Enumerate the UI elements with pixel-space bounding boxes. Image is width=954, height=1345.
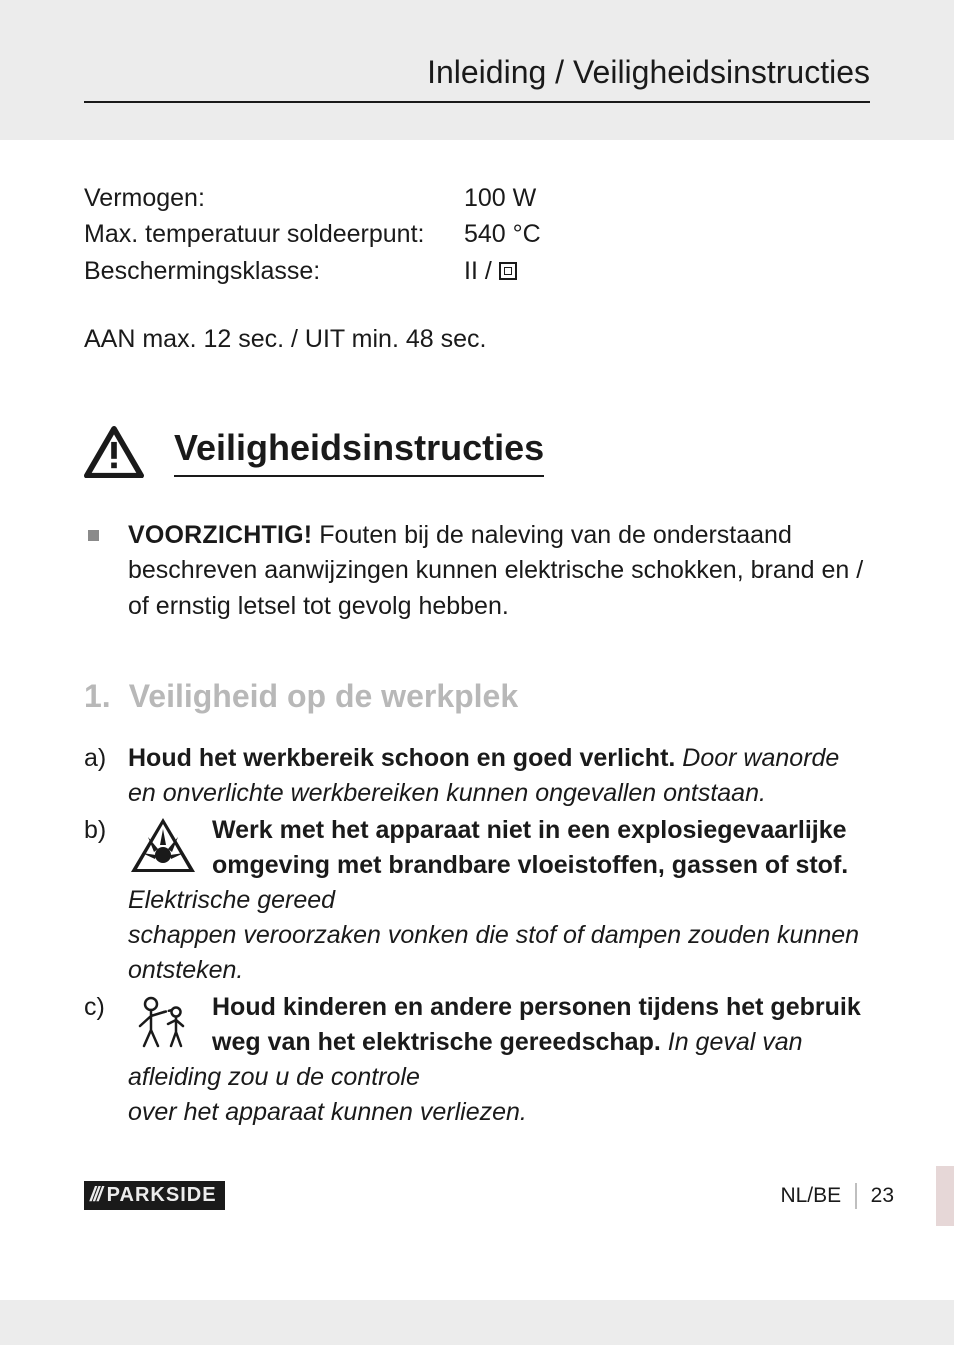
running-title: Inleiding / Veiligheidsinstructies xyxy=(84,54,870,91)
class2-icon xyxy=(499,262,517,280)
spec-table: Vermogen: 100 W Max. temperatuur soldeer… xyxy=(84,180,870,289)
item-italic-rest: schappen veroorzaken vonken die stof of … xyxy=(128,921,859,984)
header-rule xyxy=(84,101,870,103)
item-marker: c) xyxy=(84,990,105,1025)
locale-label: NL/BE xyxy=(780,1184,841,1208)
list-item: c) Houd kinderen en andere personen tijd… xyxy=(84,990,870,1130)
spec-value: 540 °C xyxy=(464,216,541,252)
brand-stripes: /// xyxy=(90,1184,101,1207)
item-marker: b) xyxy=(84,813,106,848)
spec-label: Vermogen: xyxy=(84,180,464,216)
brand-text: PARKSIDE xyxy=(107,1184,217,1207)
page-number-block: NL/BE 23 xyxy=(780,1183,894,1209)
item-italic-lead: Elektrische gereed xyxy=(128,886,335,914)
caution-bold: VOORZICHTIG! xyxy=(128,521,312,549)
page-number: 23 xyxy=(871,1184,894,1208)
subsection-heading: 1. Veiligheid op de werkplek xyxy=(84,678,870,715)
item-marker: a) xyxy=(84,741,106,776)
spec-label: Beschermingsklasse: xyxy=(84,253,464,289)
spec-value: 100 W xyxy=(464,180,536,216)
spec-row: Beschermingsklasse: II / xyxy=(84,253,870,289)
item-italic-rest: over het apparaat kunnen verliezen. xyxy=(128,1098,527,1126)
spec-value-text: II / xyxy=(464,257,499,285)
section-title-safety: Veiligheidsinstructies xyxy=(174,427,544,477)
spec-row: Max. temperatuur soldeerpunt: 540 °C xyxy=(84,216,870,252)
footer-separator xyxy=(855,1183,857,1209)
spec-label: Max. temperatuur soldeerpunt: xyxy=(84,216,464,252)
list-item: b) Werk met het apparaat niet in een exp… xyxy=(84,813,870,988)
brand-logo: /// PARKSIDE xyxy=(84,1181,225,1210)
duty-cycle: AAN max. 12 sec. / UIT min. 48 sec. xyxy=(84,325,870,354)
keep-children-away-icon xyxy=(128,992,198,1052)
subsection-title: Veiligheid op de werkplek xyxy=(129,678,518,715)
explosion-warning-icon xyxy=(128,815,198,875)
item-bold: Werk met het apparaat niet in een explos… xyxy=(212,816,848,879)
spec-value: II / xyxy=(464,253,517,289)
list-item: a) Houd het werkbereik schoon en goed ve… xyxy=(84,741,870,811)
item-bold: Houd het werkbereik schoon en goed verli… xyxy=(128,744,675,772)
subsection-number: 1. xyxy=(84,678,111,715)
warning-triangle-icon xyxy=(84,426,144,478)
edge-tab xyxy=(936,1166,954,1226)
caution-item: VOORZICHTIG! Fouten bij de naleving van … xyxy=(84,518,870,625)
spec-row: Vermogen: 100 W xyxy=(84,180,870,216)
